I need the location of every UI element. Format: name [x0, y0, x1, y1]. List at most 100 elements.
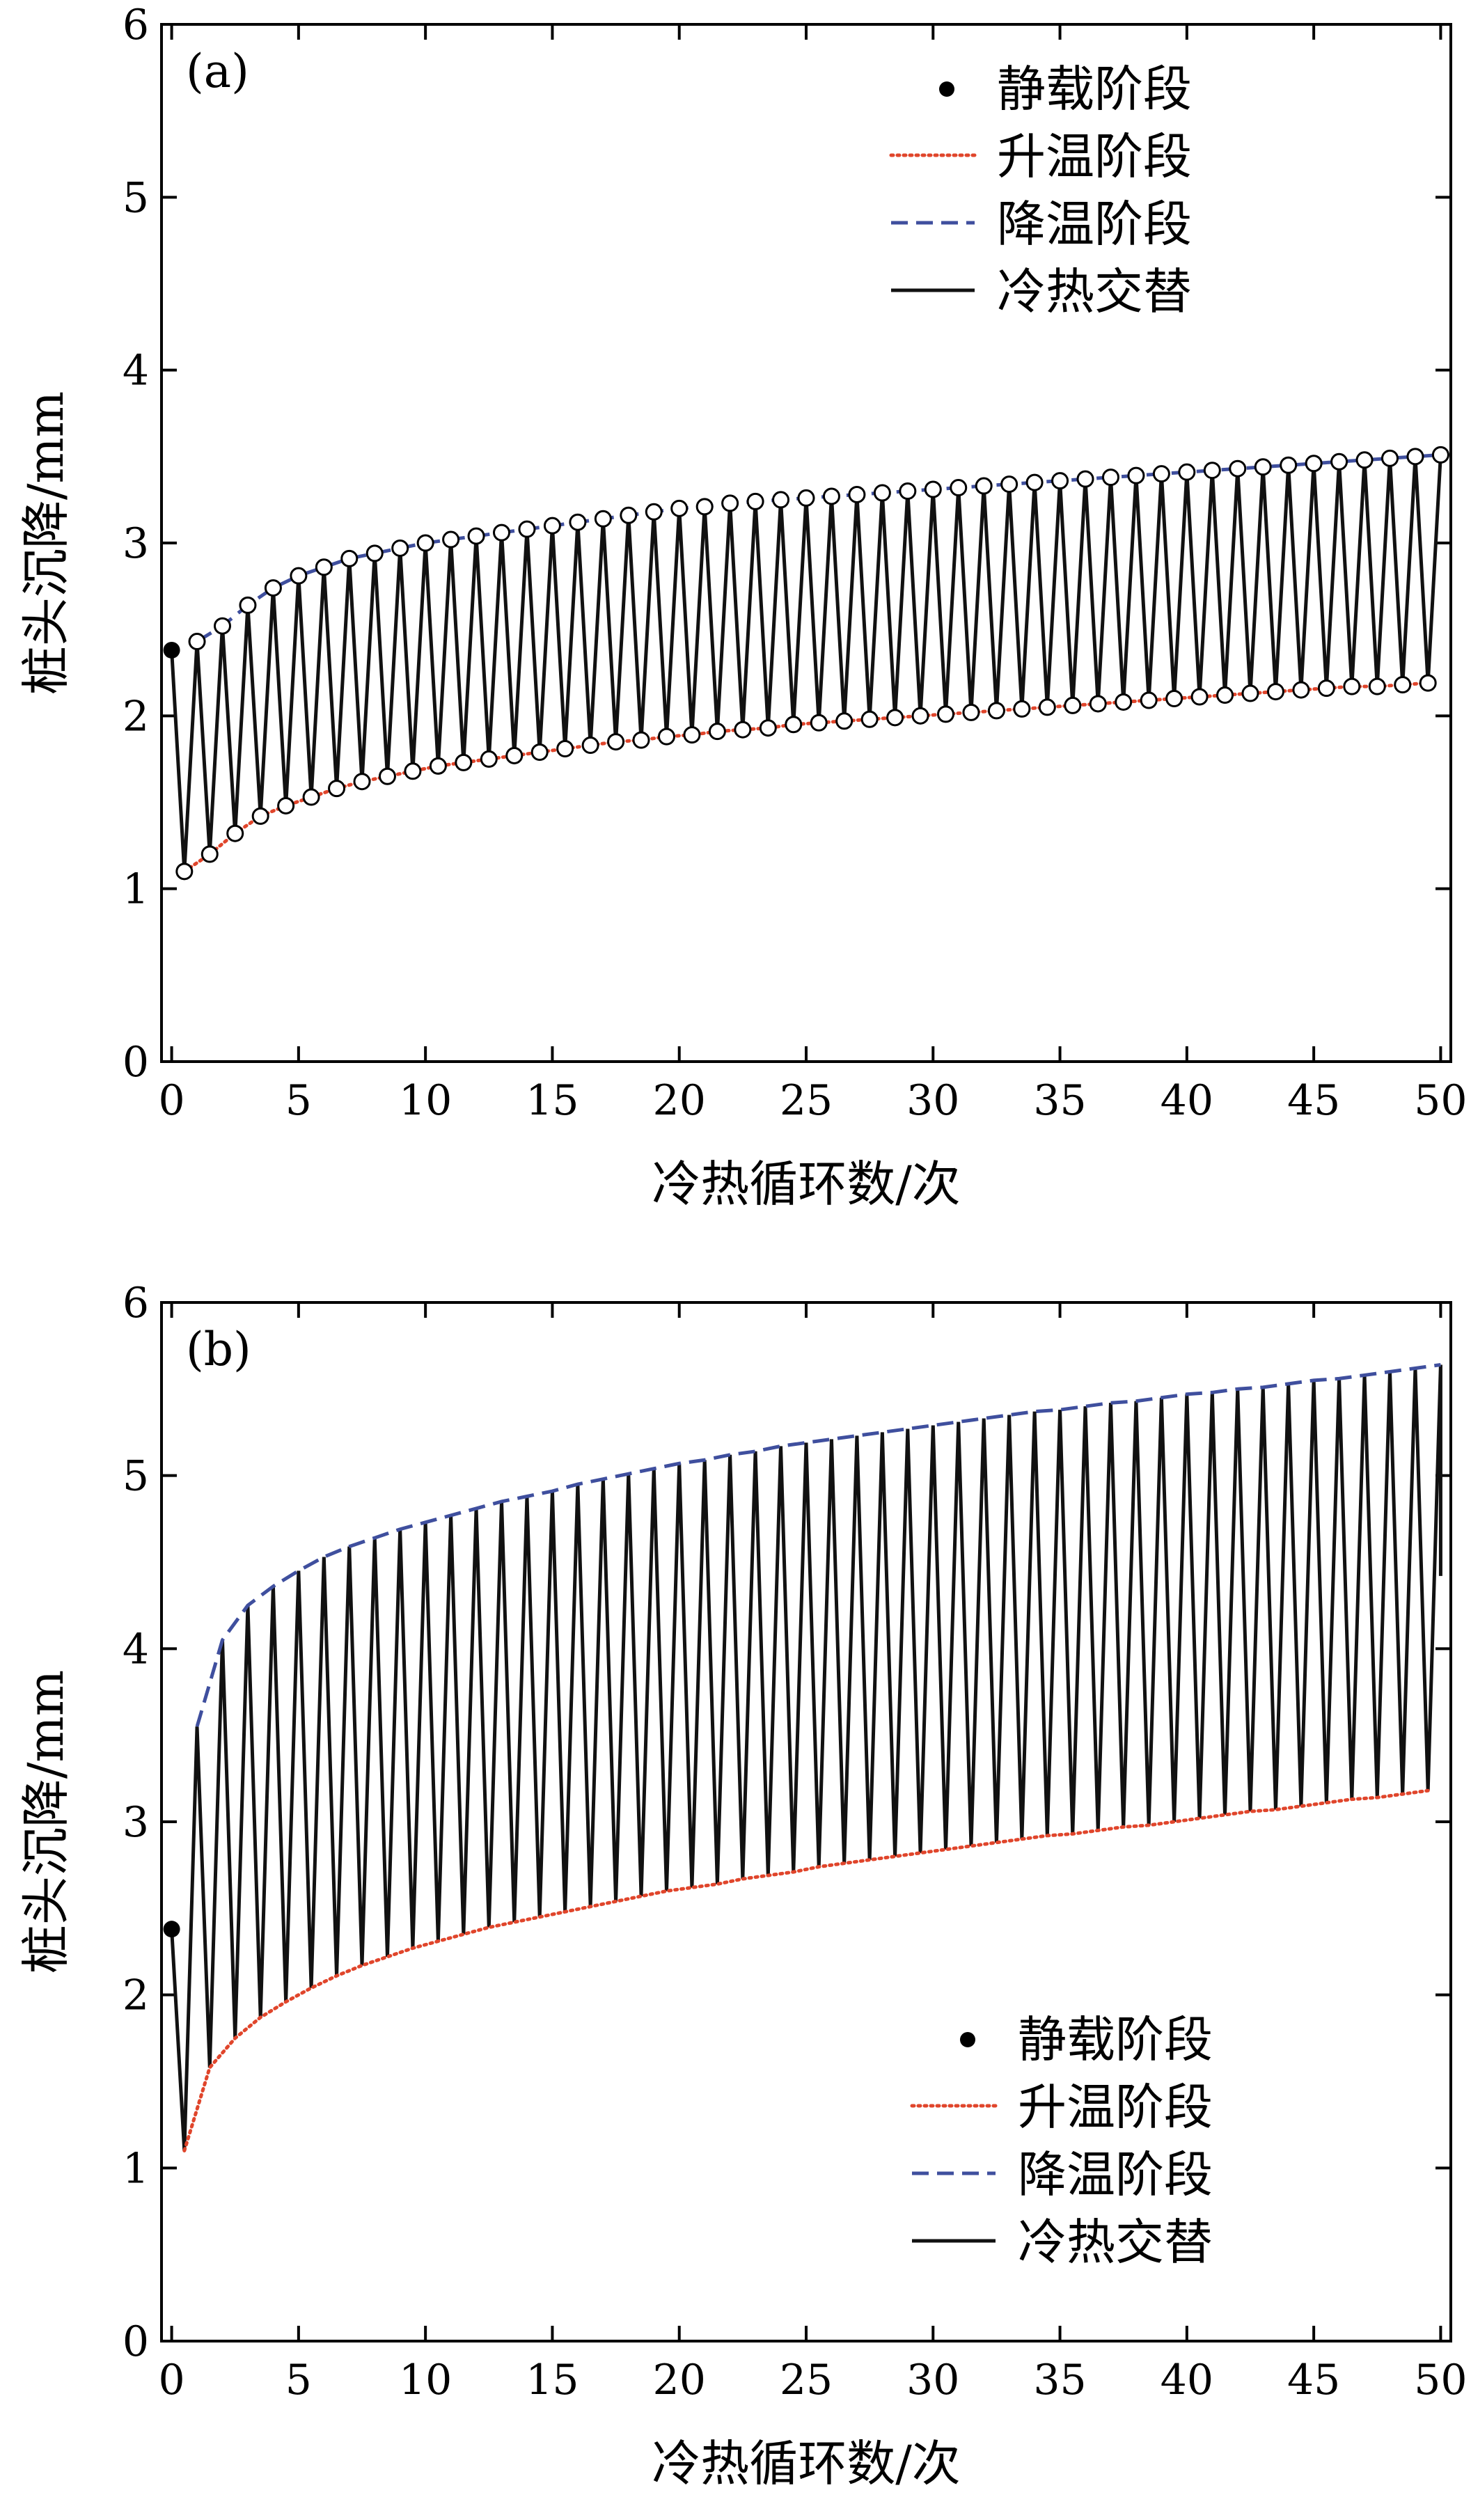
- x-tick-label-b: 0: [158, 2356, 184, 2404]
- y-tick-label-a: 4: [123, 347, 149, 395]
- heating-point-a: [708, 723, 726, 741]
- legend-label-b: 冷热交替: [1018, 2214, 1213, 2271]
- heating-point-a: [277, 796, 295, 814]
- heating-point-a: [1190, 688, 1209, 706]
- cooling-point-a: [493, 523, 511, 542]
- legend-label-a: 静载阶段: [997, 61, 1192, 118]
- heating-point-a: [226, 824, 244, 842]
- legend-label-a: 升温阶段: [997, 128, 1192, 185]
- cooling-point-a: [1051, 472, 1069, 490]
- heating-point-a: [1368, 677, 1386, 695]
- cooling-line-b: [195, 1363, 1441, 1727]
- cooling-point-a: [391, 539, 409, 557]
- cooling-point-a: [1152, 465, 1170, 483]
- heating-point-a: [175, 863, 194, 881]
- heating-point-a: [353, 773, 371, 791]
- heating-point-a: [1089, 695, 1107, 713]
- heating-point-a: [1216, 686, 1234, 704]
- x-axis-label-a: 冷热循环数/次: [652, 1156, 961, 1213]
- heating-point-a: [835, 712, 854, 730]
- cooling-point-a: [975, 477, 993, 495]
- cooling-point-a: [772, 491, 790, 509]
- heating-point-a: [962, 703, 980, 721]
- y-tick-label-b: 2: [123, 1971, 149, 2020]
- cooling-point-a: [188, 633, 206, 651]
- heating-point-a: [1115, 693, 1133, 711]
- panel-label-a: (a): [186, 45, 249, 98]
- cooling-point-a: [899, 482, 917, 500]
- y-tick-label-a: 5: [123, 173, 149, 222]
- x-tick-label-a: 30: [906, 1076, 959, 1125]
- cooling-point-a: [1229, 459, 1247, 478]
- heating-point-a: [911, 707, 929, 725]
- heating-point-a: [1064, 696, 1082, 714]
- y-tick-label-b: 1: [123, 2144, 149, 2193]
- heating-point-a: [556, 740, 574, 758]
- x-tick-label-a: 10: [399, 1076, 452, 1125]
- x-tick-label-b: 50: [1414, 2356, 1467, 2404]
- y-tick-label-b: 3: [123, 1798, 149, 1847]
- heating-point-a: [530, 743, 549, 761]
- cooling-point-a: [1000, 475, 1018, 494]
- cooling-point-a: [924, 480, 942, 498]
- cooling-point-a: [213, 617, 231, 635]
- heating-point-a: [607, 733, 625, 751]
- legend-label-b: 升温阶段: [1018, 2079, 1213, 2136]
- y-tick-label-b: 6: [123, 1279, 149, 1328]
- heating-point-a: [251, 807, 269, 825]
- x-tick-label-a: 50: [1414, 1076, 1467, 1125]
- heating-point-a: [328, 780, 346, 798]
- heating-point-a: [455, 753, 473, 771]
- cooling-point-a: [594, 510, 612, 528]
- x-tick-label-b: 5: [285, 2356, 312, 2404]
- heating-point-a: [302, 788, 320, 806]
- y-tick-label-a: 0: [123, 1038, 149, 1087]
- legend-static-symbol-b: [960, 2032, 975, 2047]
- cycle-line-b: [170, 1364, 1442, 2151]
- cooling-point-a: [340, 549, 359, 567]
- legend-static-symbol-a: [939, 81, 954, 97]
- cooling-point-a: [695, 498, 714, 516]
- x-tick-label-a: 35: [1033, 1076, 1086, 1125]
- x-tick-label-b: 40: [1161, 2356, 1213, 2404]
- heating-point-a: [404, 762, 422, 780]
- x-tick-label-a: 5: [285, 1076, 312, 1125]
- heating-point-a: [810, 714, 828, 732]
- heating-point-a: [1394, 676, 1412, 694]
- y-tick-label-b: 5: [123, 1452, 149, 1501]
- x-tick-label-b: 35: [1033, 2356, 1086, 2404]
- cooling-point-a: [467, 527, 485, 545]
- heating-point-a: [1241, 684, 1259, 702]
- heating-point-a: [657, 727, 675, 746]
- legend-label-a: 冷热交替: [997, 263, 1192, 320]
- heating-point-a: [860, 710, 879, 728]
- x-tick-label-a: 15: [526, 1076, 579, 1125]
- cooling-point-a: [620, 506, 638, 524]
- heating-point-a: [429, 757, 447, 775]
- heating-point-a: [1038, 698, 1056, 716]
- y-axis-label-a: 桩头沉降/mm: [17, 391, 74, 695]
- cooling-point-a: [1406, 448, 1424, 466]
- cooling-point-a: [1330, 452, 1348, 471]
- x-tick-label-a: 0: [158, 1076, 184, 1125]
- cooling-point-a: [315, 558, 333, 576]
- x-tick-label-b: 30: [906, 2356, 959, 2404]
- heating-point-a: [1292, 681, 1310, 699]
- cooling-point-a: [797, 489, 815, 507]
- cooling-point-a: [1280, 456, 1298, 474]
- heating-point-a: [632, 731, 650, 749]
- cooling-point-a: [645, 503, 663, 521]
- cooling-point-a: [721, 494, 739, 512]
- cooling-point-a: [873, 484, 891, 502]
- cooling-point-a: [518, 520, 536, 538]
- y-tick-label-a: 2: [123, 692, 149, 741]
- heating-point-a: [1343, 677, 1361, 695]
- legend-label-b: 静载阶段: [1018, 2011, 1213, 2068]
- heating-point-a: [1140, 691, 1158, 709]
- cooling-point-a: [290, 567, 308, 585]
- cooling-point-a: [1025, 473, 1044, 491]
- heating-point-a: [683, 726, 701, 744]
- x-tick-label-a: 45: [1287, 1076, 1340, 1125]
- chart-panel-a: 0 5 10 15 20 25 30 35 40 45 500123456冷热循环数/次桩头沉降/m…: [17, 1, 1468, 1213]
- chart-panel-b: 0 5 10 15 20 25 30 35 40 45 500123456冷热循环数/次桩头沉降/m…: [17, 1279, 1468, 2492]
